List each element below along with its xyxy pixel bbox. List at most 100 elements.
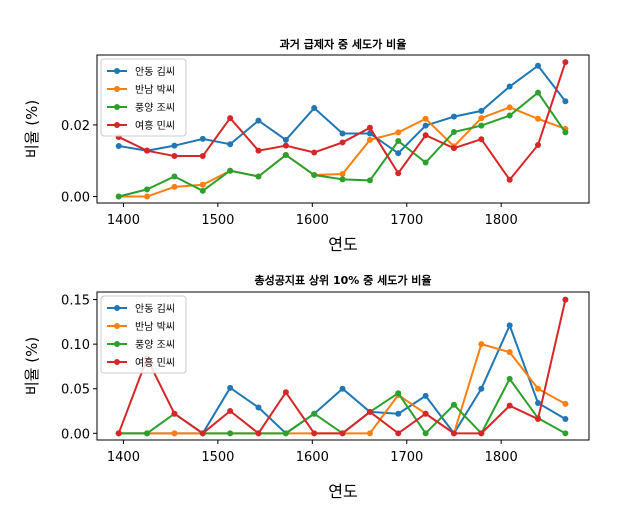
data-point	[282, 142, 289, 149]
x-tick-label: 1700	[390, 213, 423, 228]
legend-marker	[114, 305, 120, 311]
legend-marker	[114, 86, 120, 92]
x-tick-label: 1500	[201, 213, 234, 228]
data-point	[144, 430, 151, 437]
data-point	[255, 430, 262, 437]
data-point	[562, 416, 569, 423]
data-point	[506, 349, 513, 356]
data-point	[171, 410, 178, 417]
data-point	[227, 141, 234, 148]
data-point	[339, 130, 346, 137]
data-point	[562, 400, 569, 407]
legend-box	[100, 295, 187, 374]
x-tick-label: 1800	[485, 213, 518, 228]
y-tick-label: 0.02	[61, 119, 90, 134]
data-point	[422, 122, 429, 129]
data-point	[282, 430, 289, 437]
data-point	[115, 193, 122, 200]
data-point	[478, 107, 485, 114]
y-tick-label: 0.10	[61, 338, 90, 353]
data-point	[171, 183, 178, 190]
data-point	[395, 430, 402, 437]
legend-label: 반남 박씨	[135, 321, 175, 333]
data-point	[339, 430, 346, 437]
legend-marker	[114, 323, 120, 329]
chart-title: 총성공지표 상위 10% 중 세도가 비율	[254, 273, 431, 287]
data-point	[535, 89, 542, 96]
data-point	[171, 153, 178, 160]
data-point	[366, 430, 373, 437]
data-point	[199, 153, 206, 160]
data-point	[339, 385, 346, 392]
legend-label: 반남 박씨	[135, 84, 175, 96]
data-point	[366, 136, 373, 143]
data-point	[478, 385, 485, 392]
data-point	[282, 151, 289, 158]
plot-frame	[96, 54, 590, 204]
data-point	[535, 115, 542, 122]
data-point	[282, 389, 289, 396]
data-point	[506, 375, 513, 382]
data-point	[478, 136, 485, 143]
x-tick-label: 1800	[485, 450, 518, 465]
data-point	[227, 384, 234, 391]
legend-marker	[114, 341, 120, 347]
data-point	[255, 173, 262, 180]
data-point	[282, 136, 289, 143]
data-point	[255, 404, 262, 411]
x-tick-label: 1600	[296, 213, 329, 228]
data-point	[422, 392, 429, 399]
data-point	[199, 430, 206, 437]
data-point	[506, 104, 513, 111]
legend-label: 여흥 민씨	[135, 119, 175, 132]
data-point	[422, 132, 429, 139]
data-point	[339, 176, 346, 183]
data-point	[478, 341, 485, 348]
data-point	[506, 176, 513, 183]
data-point	[199, 181, 206, 188]
data-point	[144, 186, 151, 193]
y-axis-label: 비율 (%)	[23, 100, 41, 158]
data-point	[199, 187, 206, 194]
legend-label: 여흥 민씨	[135, 356, 175, 369]
data-point	[422, 430, 429, 437]
data-point	[535, 141, 542, 148]
data-point	[535, 400, 542, 406]
data-point	[171, 173, 178, 180]
data-point	[311, 105, 318, 112]
data-point	[562, 98, 569, 105]
y-axis-label: 비율 (%)	[23, 337, 41, 395]
legend-label: 풍양 조씨	[135, 339, 175, 351]
data-point	[478, 430, 485, 437]
data-point	[395, 170, 402, 177]
data-point	[562, 59, 569, 66]
data-point	[311, 410, 318, 417]
data-point	[395, 410, 402, 417]
data-point	[199, 135, 206, 142]
data-point	[144, 147, 151, 154]
chart-bottom: 총성공지표 상위 10% 중 세도가 비율 연도 비율 (%) 1400 1500…	[23, 273, 590, 501]
x-axis-label: 연도	[328, 482, 357, 501]
legend-marker	[114, 122, 120, 128]
legend-marker	[114, 104, 120, 110]
data-point	[535, 416, 542, 423]
data-point	[311, 430, 318, 437]
data-point	[450, 129, 457, 136]
data-point	[366, 177, 373, 184]
data-point	[395, 138, 402, 145]
data-point	[227, 408, 234, 415]
data-point	[115, 143, 122, 150]
data-point	[144, 193, 151, 200]
x-tick-label: 1500	[201, 450, 234, 465]
chart-title: 과거 급제자 중 세도가 비율	[280, 37, 407, 51]
data-point	[171, 430, 178, 437]
x-tick-label: 1600	[296, 450, 329, 465]
data-point	[478, 122, 485, 129]
data-point	[395, 129, 402, 136]
data-point	[366, 408, 373, 415]
y-tick-label: 0.00	[61, 191, 90, 206]
data-point	[255, 147, 262, 154]
data-point	[422, 115, 429, 122]
